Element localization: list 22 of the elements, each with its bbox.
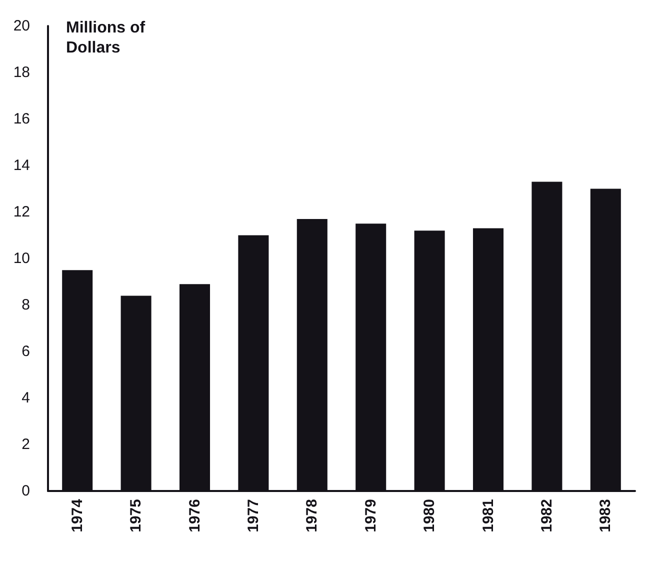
y-tick-label: 14 [13,157,30,174]
y-tick-label: 8 [22,296,30,314]
x-tick-label: 1974 [68,498,86,532]
y-tick-label: 0 [22,482,30,500]
y-tick-label: 6 [22,343,30,360]
y-tick-label: 18 [13,64,30,81]
y-tick-label: 16 [13,110,30,128]
x-tick-label: 1983 [597,499,614,532]
y-tick-label: 12 [13,204,30,220]
x-tick-label: 1981 [480,499,497,532]
x-tick-label: 1979 [362,499,380,532]
y-tick-label: 20 [13,18,30,34]
y-tick-label: 4 [22,390,30,406]
x-tick-label: 1980 [421,499,438,532]
y-axis-title: Millions of Dollars [66,20,150,56]
y-tick-label: 2 [22,436,30,453]
x-tick-label: 1977 [244,499,262,532]
x-tick-label: 1978 [304,499,321,532]
y-tick-label: 10 [13,250,30,267]
x-tick-label: 1976 [186,499,204,532]
x-tick-label: 1975 [128,499,145,532]
x-tick-label: 1982 [538,499,556,532]
